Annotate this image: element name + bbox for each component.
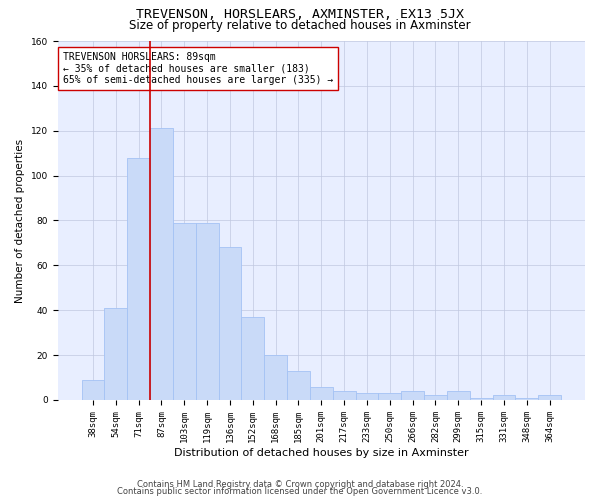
Bar [470,398,493,400]
Bar [447,391,470,400]
Text: Contains public sector information licensed under the Open Government Licence v3: Contains public sector information licen… [118,487,482,496]
Text: TREVENSON, HORSLEARS, AXMINSTER, EX13 5JX: TREVENSON, HORSLEARS, AXMINSTER, EX13 5J… [136,8,464,20]
Bar [401,391,424,400]
Bar [356,393,379,400]
Y-axis label: Number of detached properties: Number of detached properties [15,138,25,302]
Text: Size of property relative to detached houses in Axminster: Size of property relative to detached ho… [129,18,471,32]
Bar [310,386,332,400]
Text: Contains HM Land Registry data © Crown copyright and database right 2024.: Contains HM Land Registry data © Crown c… [137,480,463,489]
Bar [538,396,561,400]
Bar [104,308,127,400]
Bar [173,222,196,400]
Bar [379,393,401,400]
Bar [287,371,310,400]
Bar [332,391,356,400]
Bar [493,396,515,400]
Bar [264,355,287,400]
Bar [515,398,538,400]
Bar [241,317,264,400]
Bar [150,128,173,400]
Bar [82,380,104,400]
Bar [196,222,218,400]
Text: TREVENSON HORSLEARS: 89sqm
← 35% of detached houses are smaller (183)
65% of sem: TREVENSON HORSLEARS: 89sqm ← 35% of deta… [63,52,333,85]
Bar [218,248,241,400]
Bar [127,158,150,400]
X-axis label: Distribution of detached houses by size in Axminster: Distribution of detached houses by size … [174,448,469,458]
Bar [424,396,447,400]
